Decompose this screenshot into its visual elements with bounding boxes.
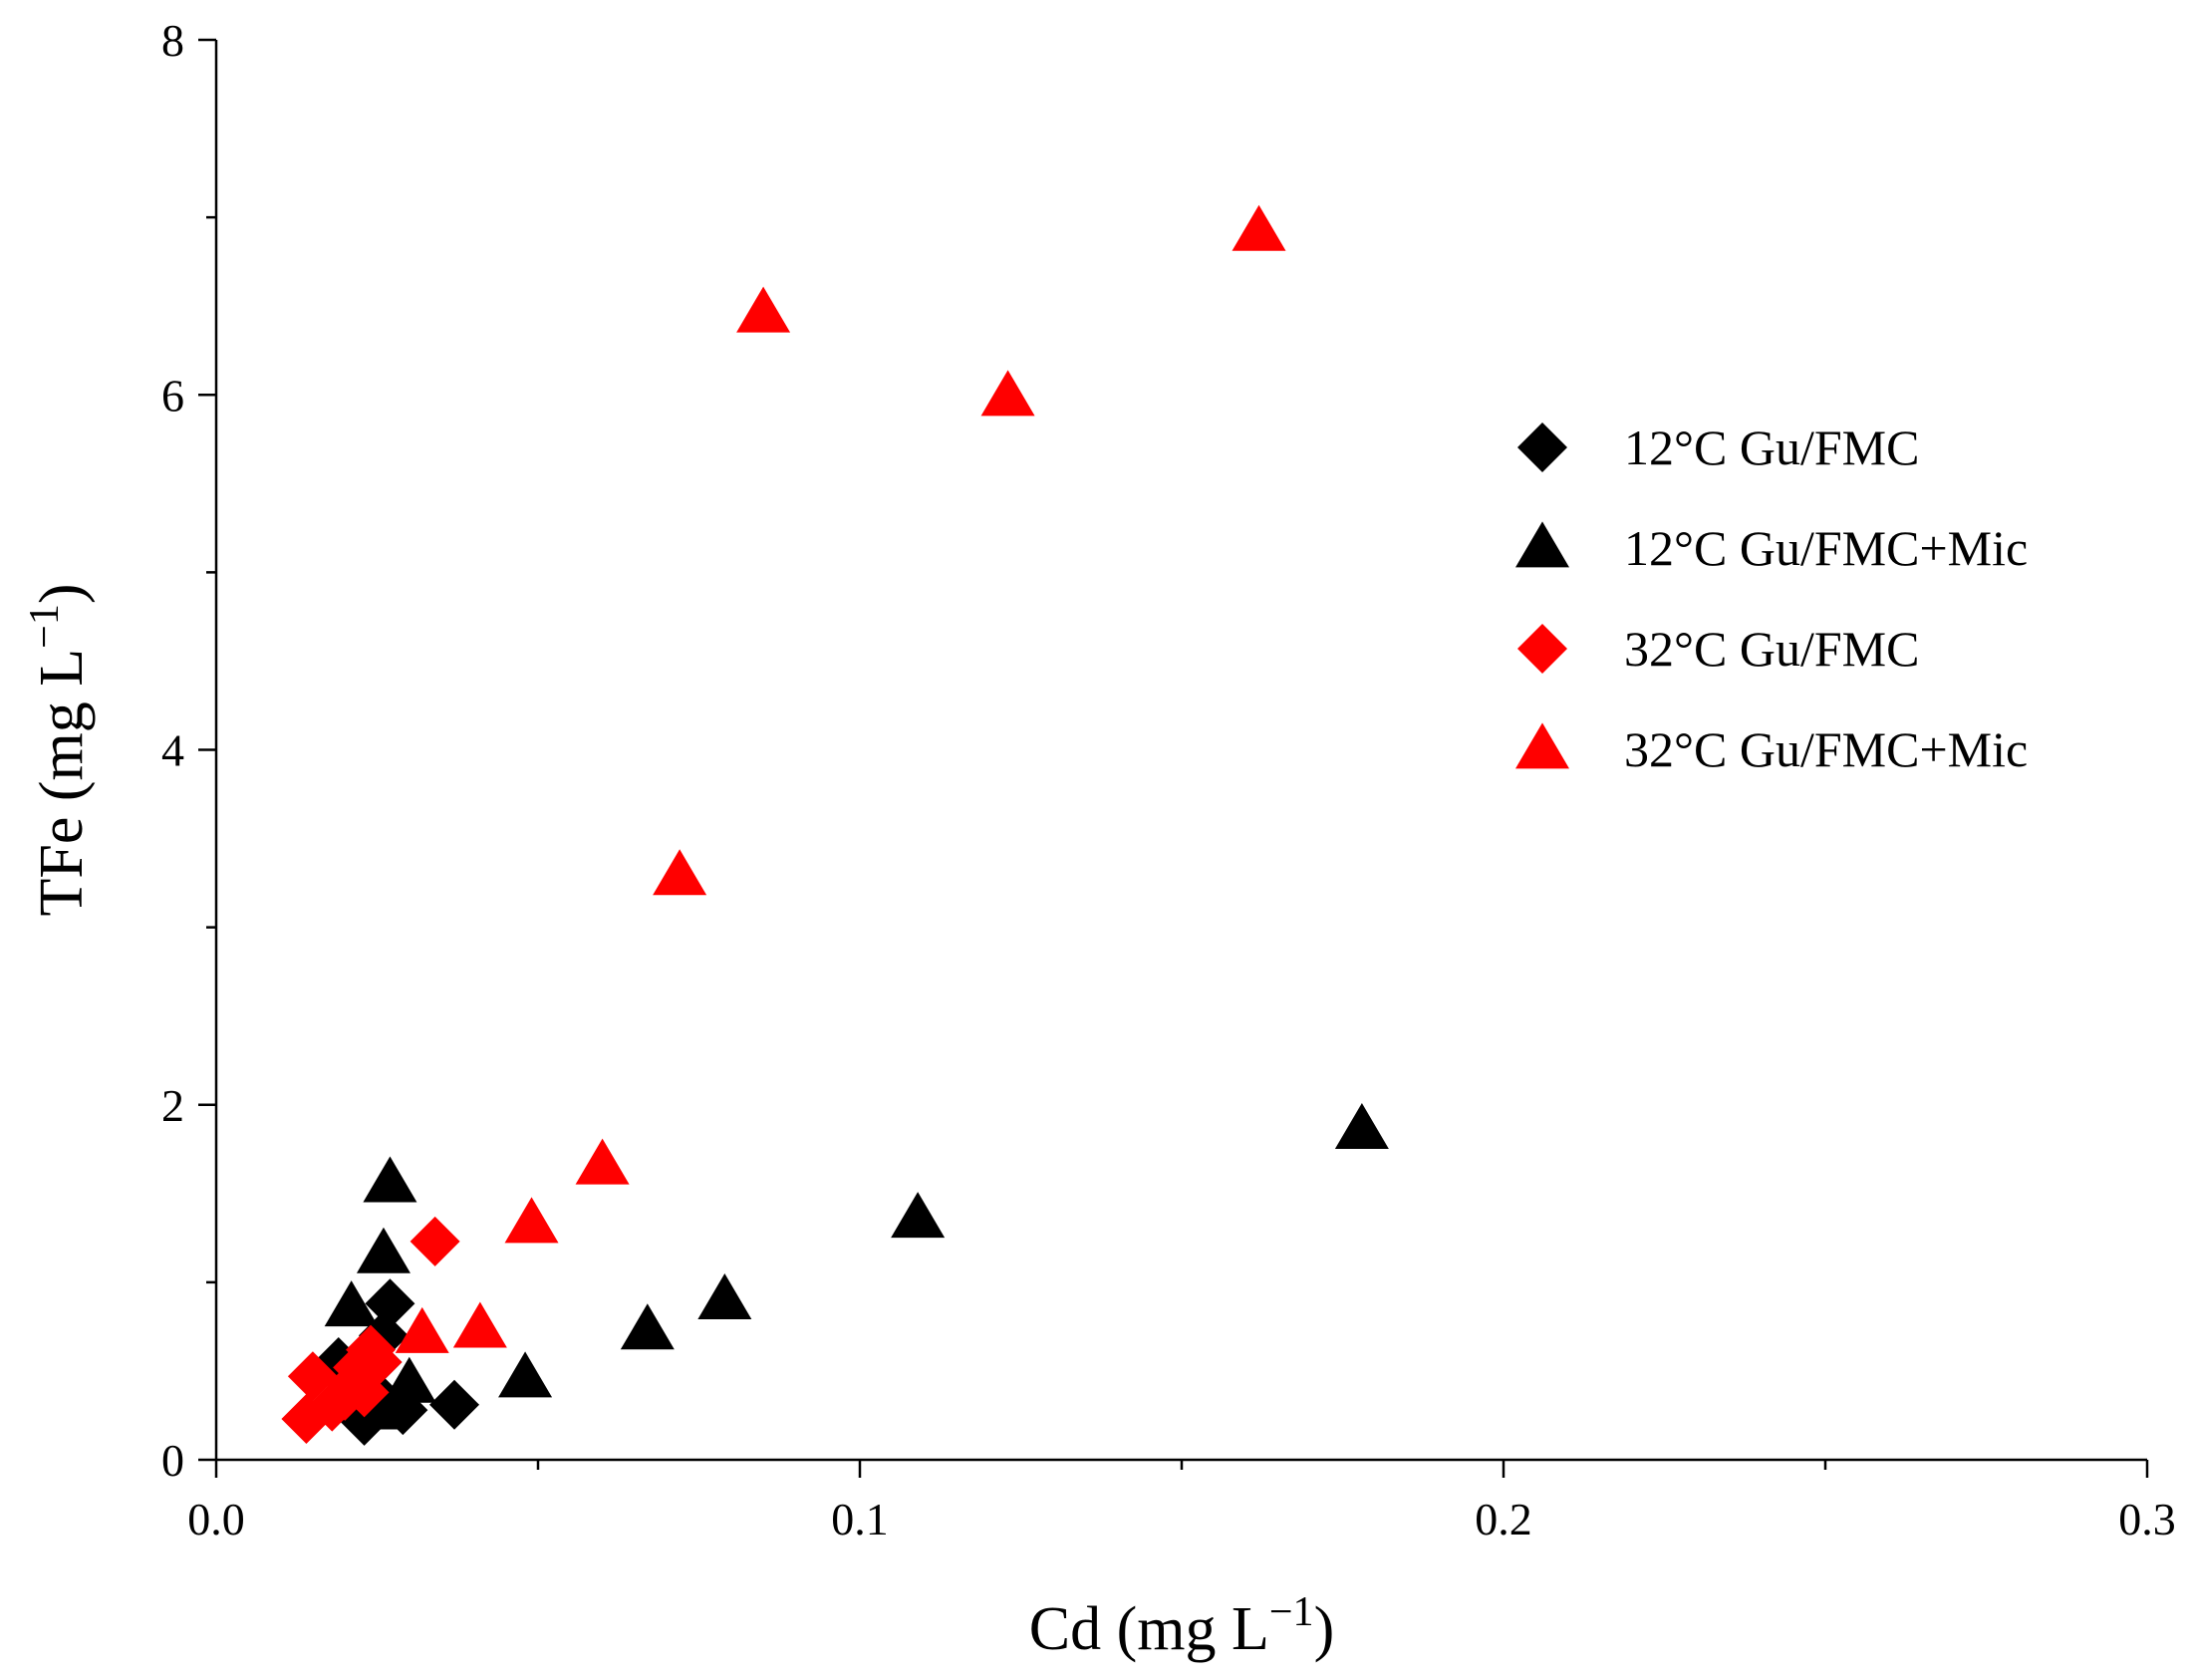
data-point — [350, 1383, 405, 1430]
y-tick-label: 8 — [161, 15, 184, 66]
data-point — [429, 1379, 480, 1430]
y-axis-title: TFe (mg L−1) — [22, 584, 96, 917]
legend-label: 32°C Gu/FMC — [1624, 621, 1919, 677]
y-tick-label: 6 — [161, 370, 184, 420]
axis-tick-labels: 0.0 0.1 0.2 0.3 0 2 4 6 8 — [161, 15, 2176, 1544]
legend-item: 32°C Gu/FMC+Mic — [1515, 721, 2028, 777]
x-tick-label: 0.1 — [831, 1494, 889, 1544]
plot-marks — [281, 204, 1389, 1446]
data-point — [1232, 204, 1286, 251]
legend: 12°C Gu/FMC 12°C Gu/FMC+Mic 32°C Gu/FMC 32°… — [1515, 420, 2028, 777]
data-point — [452, 1301, 507, 1348]
data-point — [1334, 1103, 1389, 1150]
data-point — [356, 1227, 411, 1273]
legend-marker — [1517, 422, 1567, 472]
y-tick-label: 4 — [161, 725, 184, 776]
data-point — [365, 1278, 415, 1329]
data-point — [498, 1351, 553, 1398]
data-point — [891, 1192, 946, 1239]
legend-label: 12°C Gu/FMC+Mic — [1624, 520, 2028, 576]
data-point — [324, 1280, 379, 1327]
data-point — [504, 1197, 559, 1244]
series-2 — [324, 1103, 1389, 1430]
x-tick-label: 0.0 — [187, 1494, 245, 1544]
data-point — [352, 1337, 403, 1388]
x-tick-label: 0.3 — [2118, 1494, 2176, 1544]
data-point — [653, 849, 707, 896]
legend-item: 32°C Gu/FMC — [1517, 621, 1919, 677]
legend-label: 12°C Gu/FMC — [1624, 420, 1919, 475]
legend-marker — [1515, 521, 1569, 568]
data-point — [575, 1138, 630, 1185]
data-point — [980, 370, 1035, 417]
data-point — [620, 1303, 675, 1350]
y-tick-label: 2 — [161, 1080, 184, 1131]
axes: 0.0 0.1 0.2 0.3 0 2 4 6 8 — [161, 15, 2176, 1544]
x-tick-label: 0.2 — [1475, 1494, 1532, 1544]
series-4 — [395, 204, 1286, 1353]
series-3 — [281, 1216, 460, 1445]
legend-marker — [1515, 722, 1569, 769]
data-point — [736, 286, 791, 333]
legend-item: 12°C Gu/FMC — [1517, 420, 1919, 475]
legend-item: 12°C Gu/FMC+Mic — [1515, 520, 2028, 576]
axis-ticks — [198, 38, 2149, 1478]
data-point — [410, 1216, 460, 1266]
data-point — [395, 1306, 449, 1353]
legend-marker — [1517, 624, 1567, 674]
x-axis-title: Cd (mg L−1) — [1029, 1589, 1334, 1663]
data-point — [697, 1273, 752, 1320]
data-point — [363, 1156, 417, 1203]
data-point — [382, 1356, 436, 1403]
legend-label: 32°C Gu/FMC+Mic — [1624, 721, 2028, 777]
y-tick-label: 0 — [161, 1435, 184, 1486]
